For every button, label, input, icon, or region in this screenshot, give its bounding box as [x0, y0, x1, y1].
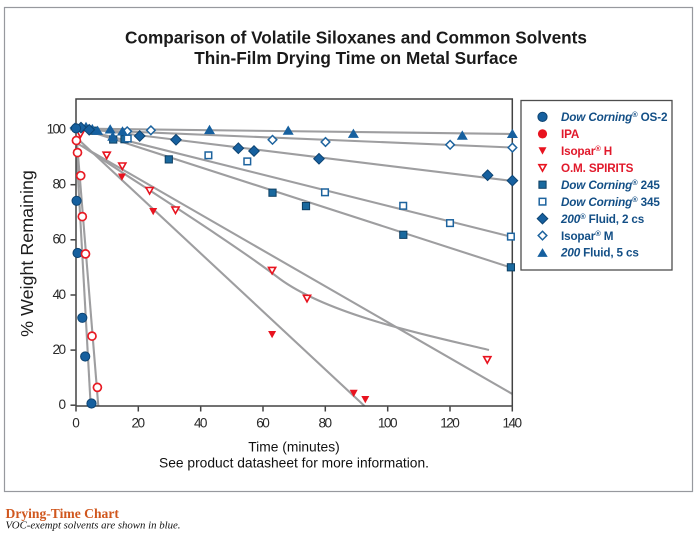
svg-text:Thin-Film Drying Time on Metal: Thin-Film Drying Time on Metal Surface	[194, 48, 517, 68]
svg-text:20: 20	[53, 342, 67, 357]
svg-text:Dow Corning® OS-2: Dow Corning® OS-2	[561, 110, 668, 124]
svg-text:0: 0	[58, 397, 66, 412]
svg-text:200 Fluid, 5 cs: 200 Fluid, 5 cs	[560, 247, 639, 260]
svg-text:140: 140	[503, 416, 523, 431]
svg-text:0: 0	[72, 416, 80, 431]
svg-text:O.M. SPIRITS: O.M. SPIRITS	[561, 162, 634, 175]
svg-text:Time (minutes): Time (minutes)	[248, 440, 339, 455]
svg-text:200® Fluid, 2 cs: 200® Fluid, 2 cs	[560, 212, 645, 226]
svg-text:Isopar® H: Isopar® H	[561, 144, 612, 158]
svg-text:Drying-Time Chart: Drying-Time Chart	[6, 506, 120, 521]
svg-text:20: 20	[132, 416, 146, 431]
svg-text:% Weight Remaining: % Weight Remaining	[17, 170, 37, 337]
svg-text:120: 120	[440, 416, 460, 431]
svg-text:40: 40	[53, 287, 67, 302]
svg-text:60: 60	[53, 232, 67, 247]
svg-text:40: 40	[194, 416, 208, 431]
svg-text:100: 100	[47, 121, 67, 136]
svg-text:80: 80	[53, 177, 67, 192]
svg-text:Dow Corning® 345: Dow Corning® 345	[561, 195, 660, 209]
svg-text:See product datasheet for more: See product datasheet for more informati…	[159, 456, 429, 471]
svg-text:100: 100	[378, 416, 398, 431]
svg-text:Comparison of Volatile Siloxan: Comparison of Volatile Siloxanes and Com…	[125, 28, 587, 48]
svg-text:IPA: IPA	[561, 128, 580, 141]
svg-text:Dow Corning® 245: Dow Corning® 245	[561, 178, 660, 192]
svg-text:VOC-exempt solvents are shown: VOC-exempt solvents are shown in blue.	[6, 520, 181, 532]
svg-text:Isopar® M: Isopar® M	[561, 229, 613, 243]
svg-text:80: 80	[319, 416, 333, 431]
svg-text:60: 60	[256, 416, 270, 431]
